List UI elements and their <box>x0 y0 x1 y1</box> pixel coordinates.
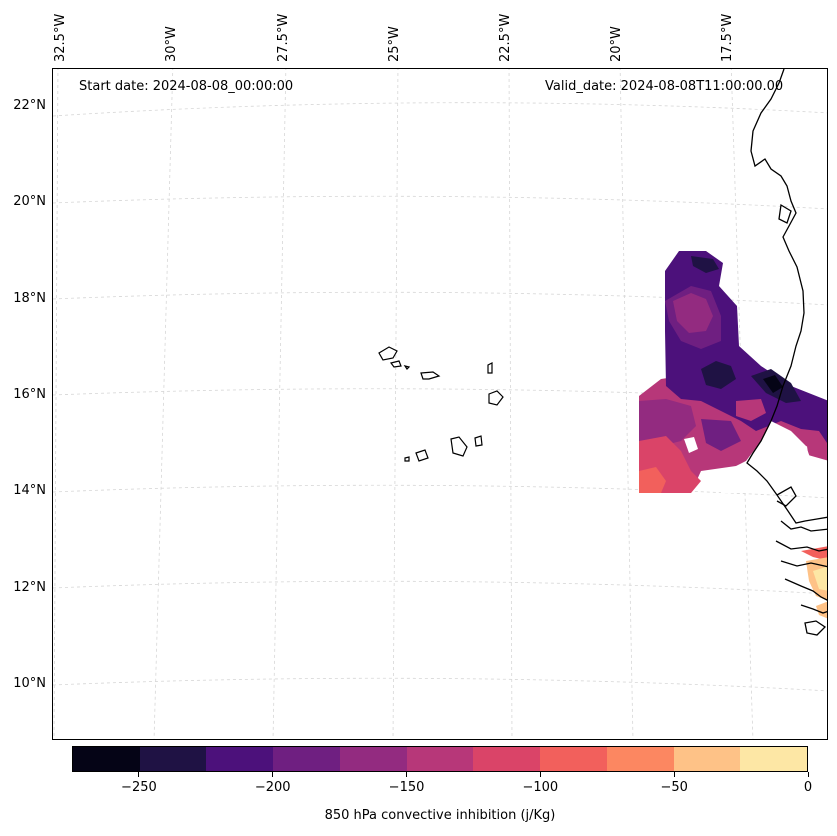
lat-label: 16°N <box>13 387 46 402</box>
african-coastline <box>780 560 827 568</box>
cin-region <box>763 375 783 393</box>
parallel-line <box>53 195 827 210</box>
cin-region <box>701 419 741 451</box>
colorbar-segment <box>73 747 140 771</box>
colorbar-tick-label: −150 <box>388 780 425 795</box>
parallel-line <box>53 388 827 402</box>
island-outline <box>420 371 441 380</box>
colorbar-label: 850 hPa convective inhibition (j/Kg) <box>324 808 556 823</box>
parallel-line <box>53 677 827 692</box>
map-canvas <box>53 69 827 739</box>
graticule <box>53 69 827 739</box>
meridian-line <box>272 69 287 739</box>
colorbar-tick <box>539 772 541 777</box>
african-coastline <box>778 203 792 224</box>
lon-label: 17.5°W <box>720 13 735 62</box>
colorbar-tick-label: −50 <box>660 780 688 795</box>
coastlines <box>746 69 827 636</box>
start-date-text: Start date: 2024-08-08_00:00:00 <box>79 79 294 94</box>
cin-region <box>801 546 827 561</box>
colorbar-tick <box>807 772 809 777</box>
island-outline <box>389 360 402 368</box>
african-coastline <box>784 578 827 601</box>
lat-label: 20°N <box>13 194 46 209</box>
meridian-line <box>53 69 59 739</box>
lat-label: 22°N <box>13 98 46 113</box>
cin-region <box>813 566 827 591</box>
cin-region <box>816 601 827 619</box>
colorbar-tick <box>138 772 140 777</box>
lat-label: 14°N <box>13 483 46 498</box>
cin-gap <box>684 437 698 453</box>
colorbar-segment <box>139 747 207 771</box>
island-outline <box>415 449 429 462</box>
colorbar-segment <box>273 747 340 771</box>
african-coastline <box>780 520 827 532</box>
lon-label: 27.5°W <box>276 13 291 62</box>
lon-label: 32.5°W <box>53 13 68 62</box>
cin-region <box>701 361 736 389</box>
colorbar-segment <box>606 747 674 771</box>
cin-region <box>639 467 666 493</box>
parallel-line <box>53 102 827 117</box>
meridian-line <box>392 69 399 739</box>
african-coastline <box>775 540 827 552</box>
lat-label: 12°N <box>13 580 46 595</box>
lat-label: 10°N <box>13 676 46 691</box>
meridian-line <box>730 69 754 739</box>
colorbar-segment <box>673 747 741 771</box>
african-coastline <box>804 620 827 636</box>
parallel-line <box>53 484 827 499</box>
colorbar-tick-label: −250 <box>121 780 157 795</box>
parallel-line <box>53 580 827 595</box>
lon-label: 22.5°W <box>498 13 513 62</box>
colorbar-tick-label: 0 <box>803 780 813 795</box>
cin-field <box>639 251 827 619</box>
cin-region <box>736 399 766 421</box>
valid-date-text: Valid_date: 2024-08-08T11:00:00.00 <box>545 79 784 94</box>
lon-label: 20°W <box>609 26 624 62</box>
meridian-line <box>619 69 634 739</box>
colorbar-segment <box>339 747 407 771</box>
map-panel: Start date: 2024-08-08_00:00:00 Valid_da… <box>52 68 828 740</box>
meridian-line <box>508 69 513 739</box>
colorbar-tick-label: −100 <box>522 780 559 795</box>
colorbar-segment <box>740 747 808 771</box>
island-outline <box>378 346 398 361</box>
parallel-line <box>53 291 827 306</box>
island-outline <box>487 362 493 374</box>
colorbar-segment <box>473 747 541 771</box>
cape-verde-islands <box>378 346 504 462</box>
colorbar-segment <box>206 747 274 771</box>
island-outline <box>488 390 504 406</box>
african-coastline <box>776 486 797 507</box>
island-outline <box>450 436 468 457</box>
cin-gap <box>797 446 809 461</box>
island-outline <box>403 365 411 370</box>
colorbar-tick <box>406 772 408 777</box>
island-outline <box>474 435 483 447</box>
colorbar-tick-label: −200 <box>254 780 291 795</box>
cin-region <box>691 256 719 273</box>
meridian-line <box>153 69 174 739</box>
colorbar <box>72 746 808 772</box>
african-coastline <box>800 604 827 614</box>
cin-region <box>639 399 696 451</box>
cin-gap <box>721 421 827 493</box>
colorbar-tick <box>272 772 274 777</box>
lon-label: 30°W <box>164 26 179 62</box>
african-coastline <box>746 69 827 524</box>
island-outline <box>404 456 410 462</box>
lon-label: 25°W <box>387 26 402 62</box>
colorbar-segment <box>540 747 607 771</box>
lat-label: 18°N <box>13 291 46 306</box>
colorbar-tick <box>673 772 675 777</box>
cin-region <box>673 293 713 333</box>
colorbar-segment <box>406 747 474 771</box>
